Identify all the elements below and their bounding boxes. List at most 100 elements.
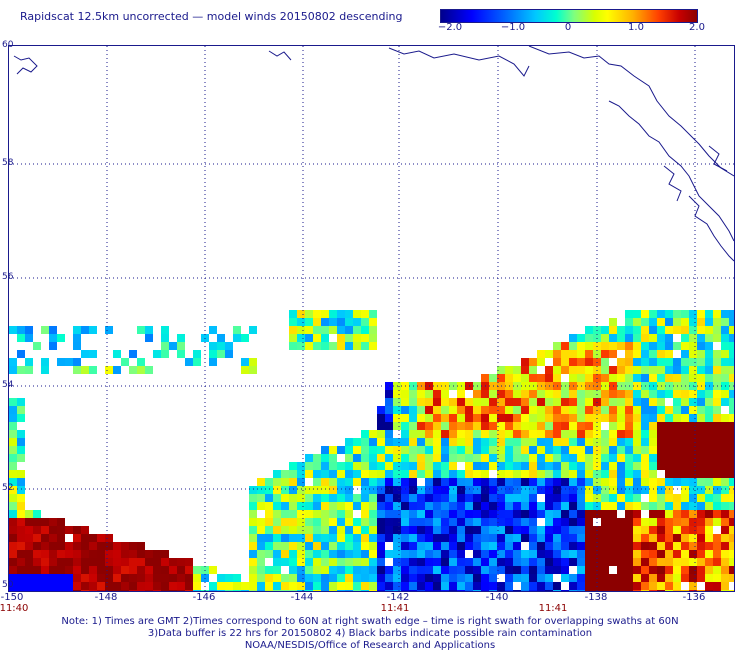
wind-cell	[297, 494, 305, 502]
wind-cell	[393, 438, 401, 446]
wind-cell	[577, 414, 585, 422]
wind-cell	[489, 494, 497, 502]
wind-cell	[345, 542, 353, 550]
wind-cell	[377, 502, 385, 510]
wind-cell	[385, 438, 393, 446]
wind-cell	[545, 454, 553, 462]
wind-cell	[617, 470, 625, 478]
wind-cell	[689, 350, 697, 358]
wind-cell	[553, 366, 561, 374]
wind-cell	[521, 486, 529, 494]
colorbar-tick: 1.0	[628, 22, 644, 33]
wind-cell	[585, 430, 593, 438]
wind-cell	[145, 582, 153, 590]
wind-cell	[633, 470, 641, 478]
wind-cell	[225, 574, 233, 582]
wind-cell	[369, 550, 377, 558]
wind-cell	[417, 582, 425, 590]
wind-cell	[425, 398, 433, 406]
wind-cell	[33, 510, 41, 518]
wind-cell	[433, 494, 441, 502]
wind-cell	[449, 590, 457, 591]
wind-cell	[433, 454, 441, 462]
wind-cell	[705, 366, 713, 374]
wind-cell	[73, 558, 81, 566]
wind-cell	[713, 358, 721, 366]
wind-cell	[233, 326, 241, 334]
wind-cell	[673, 478, 681, 486]
wind-cell	[673, 566, 681, 574]
wind-cell	[665, 534, 673, 542]
wind-cell	[609, 518, 617, 526]
wind-cell	[49, 326, 57, 334]
wind-cell	[433, 566, 441, 574]
wind-cell	[161, 574, 169, 582]
wind-cell	[57, 558, 65, 566]
wind-cell	[569, 406, 577, 414]
wind-cell	[601, 478, 609, 486]
wind-cell	[481, 398, 489, 406]
wind-cell	[513, 590, 521, 591]
wind-cell	[529, 526, 537, 534]
wind-cell	[617, 430, 625, 438]
wind-cell	[465, 422, 473, 430]
wind-cell	[465, 430, 473, 438]
wind-cell	[697, 430, 705, 438]
wind-cell	[9, 430, 17, 438]
wind-cell	[17, 438, 25, 446]
wind-cell	[521, 566, 529, 574]
wind-cell	[681, 358, 689, 366]
wind-cell	[633, 438, 641, 446]
wind-cell	[649, 494, 657, 502]
wind-cell	[625, 534, 633, 542]
wind-cell	[665, 438, 673, 446]
wind-cell	[129, 366, 137, 374]
wind-cell	[185, 582, 193, 590]
wind-cell	[73, 574, 81, 582]
wind-cell	[17, 366, 25, 374]
wind-cell	[633, 406, 641, 414]
wind-cell	[17, 510, 25, 518]
wind-cell	[649, 454, 657, 462]
wind-cell	[697, 486, 705, 494]
wind-cell	[641, 438, 649, 446]
wind-cell	[657, 502, 665, 510]
wind-cell	[385, 502, 393, 510]
wind-cell	[89, 326, 97, 334]
wind-cell	[361, 318, 369, 326]
wind-cell	[321, 446, 329, 454]
wind-cell	[633, 566, 641, 574]
wind-cell	[497, 590, 505, 591]
wind-cell	[689, 518, 697, 526]
wind-cell	[697, 510, 705, 518]
wind-cell	[265, 582, 273, 590]
wind-cell	[105, 366, 113, 374]
wind-cell	[529, 422, 537, 430]
wind-cell	[697, 310, 705, 318]
wind-cell	[561, 366, 569, 374]
wind-cell	[449, 446, 457, 454]
wind-cell	[577, 374, 585, 382]
wind-cell	[449, 422, 457, 430]
wind-cell	[713, 518, 721, 526]
wind-cell	[393, 574, 401, 582]
wind-cell	[49, 574, 57, 582]
wind-cell	[665, 358, 673, 366]
wind-cell	[425, 574, 433, 582]
wind-cell	[417, 462, 425, 470]
wind-cell	[665, 406, 673, 414]
wind-cell	[209, 326, 217, 334]
wind-cell	[121, 574, 129, 582]
wind-cell	[449, 558, 457, 566]
wind-cell	[305, 486, 313, 494]
wind-cell	[729, 454, 734, 462]
wind-cell	[649, 510, 657, 518]
wind-cell	[537, 398, 545, 406]
wind-cell	[169, 582, 177, 590]
wind-cell	[513, 574, 521, 582]
wind-cell	[497, 454, 505, 462]
wind-cell	[345, 582, 353, 590]
wind-cell	[641, 470, 649, 478]
wind-cell	[585, 358, 593, 366]
wind-cell	[569, 518, 577, 526]
